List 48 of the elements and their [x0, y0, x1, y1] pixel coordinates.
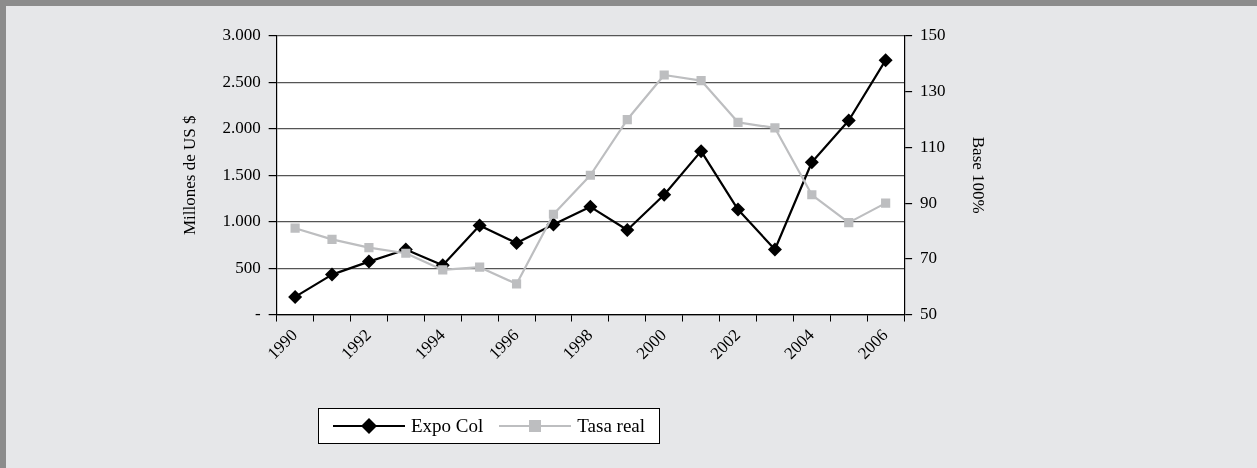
y2-tick-label: 130 — [920, 81, 946, 101]
point — [288, 289, 303, 304]
point — [694, 144, 709, 159]
point — [509, 236, 524, 251]
y-tick-label: 3.000 — [222, 25, 261, 45]
point — [548, 209, 559, 219]
y-tick-label: 2.000 — [222, 118, 261, 138]
y2-axis-title: Base 100% — [969, 136, 989, 214]
y-axis-title: Millones de US $ — [179, 115, 199, 236]
point — [731, 202, 746, 217]
point — [364, 243, 374, 253]
legend-label: Tasa real — [577, 415, 646, 437]
y-tick-label: 1.500 — [222, 164, 261, 184]
y-tick-label: 500 — [235, 257, 261, 277]
point — [841, 113, 856, 128]
y-tick-label: 1.000 — [222, 211, 261, 231]
point — [401, 248, 411, 258]
point — [325, 267, 340, 282]
legend-label: Expo Col — [411, 415, 484, 437]
point — [657, 187, 672, 202]
point — [290, 223, 300, 233]
point — [696, 75, 706, 86]
point — [511, 279, 522, 289]
point — [620, 223, 635, 238]
y2-tick-label: 50 — [920, 304, 938, 323]
point — [807, 190, 817, 200]
point — [622, 114, 632, 125]
point — [659, 70, 669, 80]
point — [585, 170, 595, 180]
y2-tick-label: 110 — [920, 136, 945, 156]
point — [327, 234, 337, 244]
y2-tick-label: 70 — [920, 248, 938, 268]
point — [770, 123, 780, 133]
point — [475, 262, 485, 272]
point — [844, 218, 854, 228]
point — [804, 155, 819, 170]
point — [881, 198, 891, 208]
y2-tick-label: 90 — [920, 192, 938, 212]
y-tick-label: - — [254, 304, 261, 323]
point — [361, 254, 376, 269]
y2-tick-label: 150 — [920, 25, 946, 45]
point — [472, 218, 487, 233]
point — [878, 53, 893, 68]
point — [767, 242, 782, 257]
point — [733, 117, 743, 127]
point — [438, 265, 448, 275]
y-tick-label: 2.500 — [222, 71, 261, 91]
point — [583, 199, 598, 214]
